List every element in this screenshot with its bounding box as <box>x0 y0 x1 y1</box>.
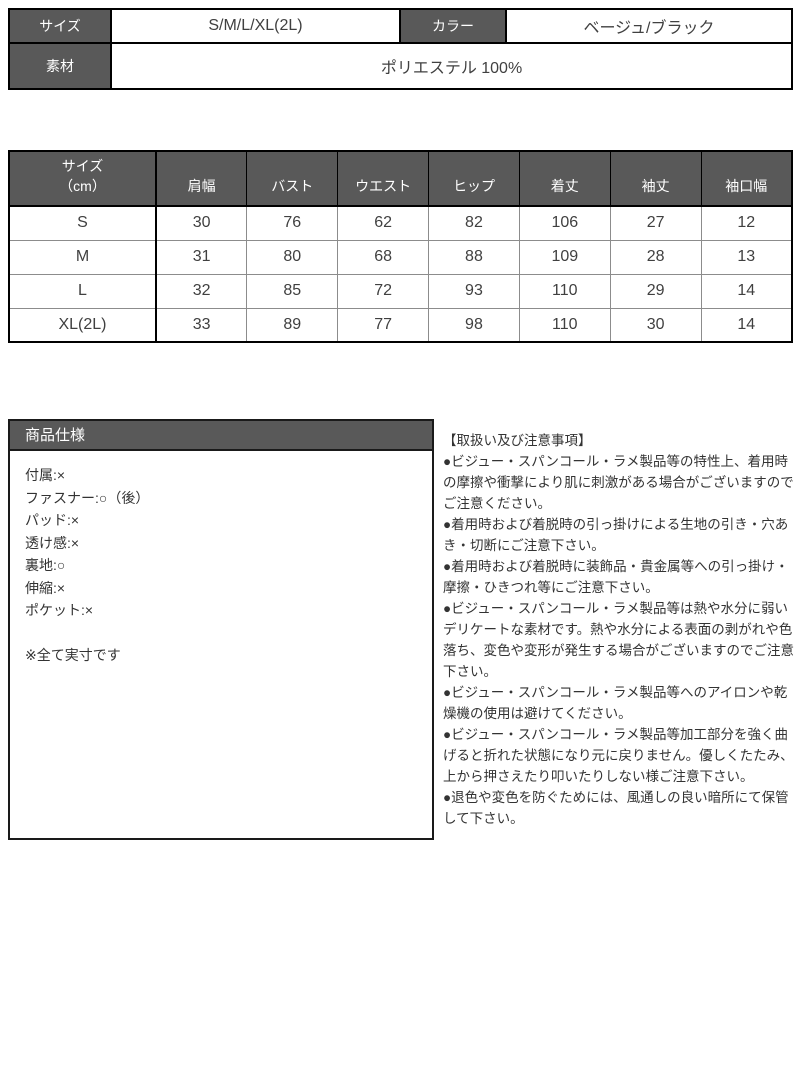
spec-item-accessory: 付属:× <box>25 467 66 483</box>
spec-item-fastener: ファスナー:○（後） <box>25 489 150 506</box>
care-notes-title: 【取扱い及び注意事項】 <box>443 433 592 448</box>
color-value-cell: ベージュ/ブラック <box>505 8 793 44</box>
column-header-shoulder: 肩幅 <box>155 150 248 207</box>
measure-cell: 72 <box>337 273 430 309</box>
size-name-cell: M <box>8 239 157 275</box>
column-header-sleeve: 袖丈 <box>609 150 702 207</box>
care-note-item: ●ビジュー・スパンコール・ラメ製品等加工部分を強く曲げると折れた状態になり元に戻… <box>443 727 794 784</box>
column-header-cuff: 袖口幅 <box>700 150 793 207</box>
care-note-item: ●ビジュー・スパンコール・ラメ製品等の特性上、着用時の摩擦や衝撃により肌に刺激が… <box>443 454 794 511</box>
size-name-cell: XL(2L) <box>8 307 157 343</box>
spec-item-pad: パッド:× <box>25 512 80 528</box>
corner-label-line2: （cm） <box>59 178 106 194</box>
measure-cell: 68 <box>337 239 430 275</box>
measure-cell: 14 <box>700 273 793 309</box>
measure-cell: 62 <box>337 205 430 241</box>
measure-cell: 106 <box>518 205 611 241</box>
column-header-bust: バスト <box>246 150 339 207</box>
measure-cell: 28 <box>609 239 702 275</box>
size-value-cell: S/M/L/XL(2L) <box>110 8 401 44</box>
measure-cell: 27 <box>609 205 702 241</box>
spec-box-body: 付属:× ファスナー:○（後） パッド:× 透け感:× 裏地:○ 伸縮:× ポケ… <box>10 451 432 679</box>
product-spec-box: 商品仕様 付属:× ファスナー:○（後） パッド:× 透け感:× 裏地:○ 伸縮… <box>8 419 434 840</box>
care-notes-section: 【取扱い及び注意事項】 ●ビジュー・スパンコール・ラメ製品等の特性上、着用時の摩… <box>443 430 797 829</box>
measure-cell: 77 <box>337 307 430 343</box>
product-info-table: サイズ S/M/L/XL(2L) カラー ベージュ/ブラック 素材 ポリエステル… <box>8 8 793 90</box>
column-header-length: 着丈 <box>518 150 611 207</box>
measure-cell: 89 <box>246 307 339 343</box>
info-row-size-color: サイズ S/M/L/XL(2L) カラー ベージュ/ブラック <box>8 8 793 44</box>
size-name-cell: L <box>8 273 157 309</box>
spec-item-sheerness: 透け感:× <box>25 534 80 551</box>
measure-cell: 30 <box>609 307 702 343</box>
measure-cell: 12 <box>700 205 793 241</box>
measure-cell: 32 <box>155 273 248 309</box>
measure-cell: 82 <box>428 205 520 241</box>
care-note-item: ●退色や変色を防ぐためには、風通しの良い暗所にて保管して下さい。 <box>443 790 789 826</box>
measure-cell: 33 <box>155 307 248 343</box>
size-label-cell: サイズ <box>8 8 112 44</box>
spec-box-title: 商品仕様 <box>10 421 432 451</box>
measure-cell: 80 <box>246 239 339 275</box>
spec-item-lining: 裏地:○ <box>25 557 66 573</box>
material-label-cell: 素材 <box>8 42 112 90</box>
table-row-m: M 31 80 68 88 109 28 13 <box>8 239 793 275</box>
care-note-item: ●着用時および着脱時の引っ掛けによる生地の引き・穴あき・切断にご注意下さい。 <box>443 517 789 553</box>
column-header-waist: ウエスト <box>337 150 430 207</box>
corner-label-line1: サイズ <box>61 158 104 174</box>
care-note-item: ●ビジュー・スパンコール・ラメ製品等へのアイロンや乾燥機の使用は避けてください。 <box>443 685 788 721</box>
column-header-hip: ヒップ <box>428 150 520 207</box>
size-chart-table: サイズ （cm） 肩幅 バスト ウエスト ヒップ 着丈 袖丈 袖口幅 S 30 … <box>8 150 793 343</box>
info-row-material: 素材 ポリエステル 100% <box>8 42 793 90</box>
material-value-cell: ポリエステル 100% <box>110 42 793 90</box>
spec-measurement-note: ※全て実寸です <box>25 646 121 663</box>
measure-cell: 14 <box>700 307 793 343</box>
measure-cell: 88 <box>428 239 520 275</box>
table-row-xl: XL(2L) 33 89 77 98 110 30 14 <box>8 307 793 343</box>
care-note-item: ●ビジュー・スパンコール・ラメ製品等は熱や水分に弱いデリケートな素材です。熱や水… <box>443 601 794 679</box>
measure-cell: 29 <box>609 273 702 309</box>
measure-cell: 85 <box>246 273 339 309</box>
measure-cell: 30 <box>155 205 248 241</box>
measure-cell: 93 <box>428 273 520 309</box>
table-row-l: L 32 85 72 93 110 29 14 <box>8 273 793 309</box>
measure-cell: 110 <box>518 273 611 309</box>
spec-item-stretch: 伸縮:× <box>25 579 66 596</box>
measure-cell: 13 <box>700 239 793 275</box>
size-name-cell: S <box>8 205 157 241</box>
measure-cell: 98 <box>428 307 520 343</box>
measure-cell: 31 <box>155 239 248 275</box>
table-row-s: S 30 76 62 82 106 27 12 <box>8 205 793 241</box>
measure-cell: 109 <box>518 239 611 275</box>
care-note-item: ●着用時および着脱時に装飾品・貴金属等への引っ掛け・摩擦・ひきつれ等にご注意下さ… <box>443 559 789 595</box>
size-chart-header-row: サイズ （cm） 肩幅 バスト ウエスト ヒップ 着丈 袖丈 袖口幅 <box>8 150 793 207</box>
measure-cell: 76 <box>246 205 339 241</box>
measure-cell: 110 <box>518 307 611 343</box>
size-chart-corner-cell: サイズ （cm） <box>8 150 157 207</box>
color-label-cell: カラー <box>399 8 507 44</box>
spec-item-pocket: ポケット:× <box>25 602 94 618</box>
